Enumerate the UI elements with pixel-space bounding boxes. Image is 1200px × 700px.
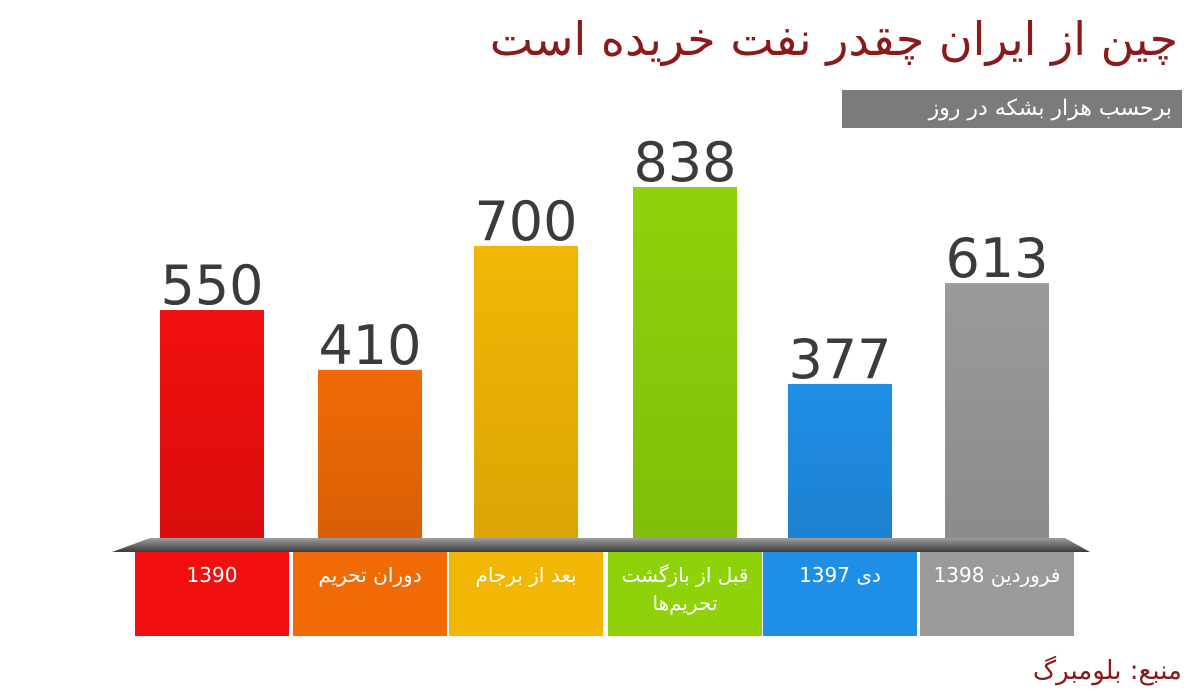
data-label: 838: [633, 131, 736, 194]
category-label: قبل از بازگشت تحریم‌ها: [622, 563, 749, 615]
source-note: منبع: بلومبرگ: [1032, 656, 1182, 686]
data-label: 700: [474, 190, 577, 253]
category-label: بعد از برجام: [475, 563, 576, 587]
data-label: 377: [788, 328, 891, 391]
chart-base-platform: [112, 538, 1090, 552]
bar: [160, 310, 264, 545]
data-label: 550: [160, 254, 263, 317]
chart-title: چین از ایران چقدر نفت خریده است: [489, 12, 1178, 66]
bar: [633, 187, 737, 545]
category-label: دی 1397: [799, 563, 881, 587]
category-cell: [293, 552, 447, 636]
chart-subtitle: برحسب هزار بشکه در روز: [928, 96, 1172, 121]
bar: [318, 369, 422, 545]
category-cell: [135, 552, 289, 636]
category-label: 1390: [187, 563, 238, 587]
category-cell: [449, 552, 603, 636]
subtitle-banner: برحسب هزار بشکه در روز: [842, 90, 1182, 128]
category-cell: [608, 552, 762, 636]
bar: [474, 245, 578, 545]
category-cell: [763, 552, 917, 636]
data-label: 410: [318, 314, 421, 377]
bar: [945, 283, 1049, 545]
data-label: 613: [945, 227, 1048, 290]
category-label: دوران تحریم: [318, 563, 421, 587]
category-label: فروردین 1398: [934, 563, 1061, 587]
category-cell: [920, 552, 1074, 636]
bar: [788, 383, 892, 545]
